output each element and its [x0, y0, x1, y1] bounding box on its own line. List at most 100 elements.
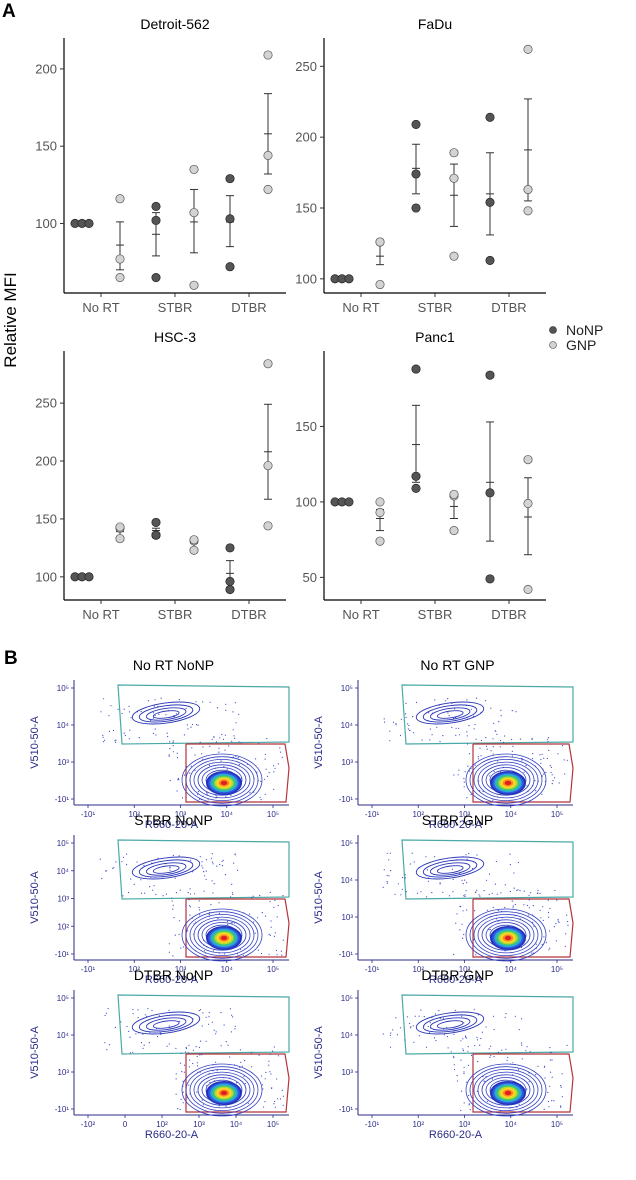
- event-dot: [115, 739, 117, 741]
- event-dot: [277, 763, 279, 765]
- event-dot: [544, 1077, 546, 1079]
- event-dot: [178, 920, 181, 922]
- event-dot: [108, 730, 111, 733]
- event-dot: [472, 715, 475, 717]
- contour-lower: [185, 1066, 259, 1114]
- data-point-gnp: [115, 534, 125, 544]
- event-dot: [521, 1044, 523, 1046]
- event-dot: [489, 928, 491, 931]
- data-point-nonp: [225, 262, 235, 272]
- event-dot: [447, 698, 449, 700]
- event-dot: [516, 889, 518, 892]
- event-dot: [263, 1106, 265, 1108]
- event-dot: [434, 1013, 437, 1015]
- event-dot: [511, 900, 513, 902]
- event-dot: [277, 1098, 279, 1100]
- data-point-gnp: [189, 280, 199, 290]
- event-dot: [142, 1047, 144, 1049]
- event-dot: [181, 797, 184, 799]
- lower-gate: [185, 1053, 290, 1113]
- event-dot: [556, 899, 558, 901]
- event-dot: [260, 780, 262, 782]
- event-dot: [212, 950, 214, 952]
- event-dot: [268, 1064, 270, 1066]
- event-dot: [463, 777, 465, 780]
- flow-y-tick-label: 10⁵: [341, 994, 353, 1003]
- event-dot: [227, 923, 229, 926]
- event-dot: [220, 760, 222, 762]
- event-dot: [260, 799, 262, 801]
- contour-lower: [193, 1071, 251, 1109]
- flow-plot-title: DTBR GNP: [421, 967, 493, 983]
- event-dot: [542, 919, 544, 922]
- event-dot: [491, 1078, 493, 1080]
- event-dot: [475, 697, 478, 699]
- contour-lower: [469, 1066, 543, 1114]
- event-dot: [445, 700, 447, 702]
- event-dot: [168, 755, 170, 757]
- flow-x-tick-label: 10²: [412, 1120, 424, 1129]
- event-dot: [462, 910, 464, 912]
- flow-x-tick-label: -10¹: [365, 965, 380, 974]
- flow-x-axis-label: R660-20-A: [429, 1129, 483, 1141]
- event-dot: [101, 877, 103, 880]
- event-dot: [458, 727, 460, 729]
- data-point-nonp: [411, 483, 421, 493]
- event-dot: [446, 1026, 448, 1028]
- event-dot: [409, 729, 411, 732]
- event-dot: [565, 933, 567, 935]
- y-tick-label: 100: [295, 271, 317, 286]
- event-dot: [412, 716, 414, 718]
- event-dot: [229, 1056, 231, 1058]
- event-dot: [147, 1008, 149, 1010]
- event-dot: [466, 882, 468, 884]
- event-dot: [175, 1093, 177, 1095]
- event-dot: [128, 705, 130, 708]
- event-dot: [464, 771, 466, 773]
- event-dot: [389, 1034, 391, 1036]
- flow-plot-no-rt-nonp: No RT NoNP 10⁵ 10⁴ 10³ -10¹ -10¹ 10² 10³ 10⁴ 10⁵ R…: [29, 657, 290, 831]
- event-dot: [479, 747, 481, 749]
- event-dot: [269, 1071, 271, 1073]
- event-dot: [169, 780, 171, 782]
- event-dot: [439, 883, 441, 885]
- mfi-charts: Detroit-562 100 150 200 No RT STBR DTBR FaDu 100…: [35, 16, 546, 622]
- event-dot: [233, 735, 235, 737]
- flow-y-axis-label: V510-50-A: [313, 716, 325, 769]
- event-dot: [201, 1054, 203, 1056]
- data-point-nonp: [485, 112, 495, 122]
- data-point-nonp: [151, 272, 161, 283]
- event-dot: [221, 733, 223, 736]
- x-tick-label: DTBR: [231, 300, 266, 315]
- flow-y-axis-label: V510-50-A: [313, 871, 325, 924]
- lower-gate: [472, 1053, 574, 1113]
- event-dot: [453, 1033, 455, 1035]
- event-dot: [225, 1041, 227, 1043]
- event-dot: [162, 895, 164, 897]
- event-dot: [547, 740, 549, 742]
- data-point-gnp: [375, 536, 385, 546]
- event-dot: [493, 1028, 495, 1031]
- event-dot: [474, 1045, 476, 1047]
- event-dot: [529, 1051, 531, 1053]
- flow-y-tick-label: -10¹: [339, 950, 354, 959]
- event-dot: [488, 873, 491, 875]
- event-dot: [128, 711, 131, 713]
- event-dot: [166, 732, 168, 734]
- event-dot: [513, 872, 515, 874]
- contour-upper: [152, 710, 180, 719]
- event-dot: [532, 757, 534, 760]
- event-dot: [459, 929, 461, 931]
- event-dot: [466, 858, 468, 860]
- event-dot: [476, 1039, 479, 1041]
- event-dot: [394, 893, 396, 895]
- event-dot: [461, 879, 463, 881]
- flow-x-tick-label: 10³: [459, 1120, 471, 1129]
- data-point-gnp: [449, 251, 459, 261]
- contour-upper: [145, 1017, 187, 1031]
- event-dot: [438, 1010, 440, 1012]
- event-dot: [265, 1071, 267, 1074]
- upper-gate: [401, 839, 574, 900]
- event-dot: [225, 1105, 227, 1107]
- flow-y-tick-label: 10⁴: [341, 1031, 354, 1040]
